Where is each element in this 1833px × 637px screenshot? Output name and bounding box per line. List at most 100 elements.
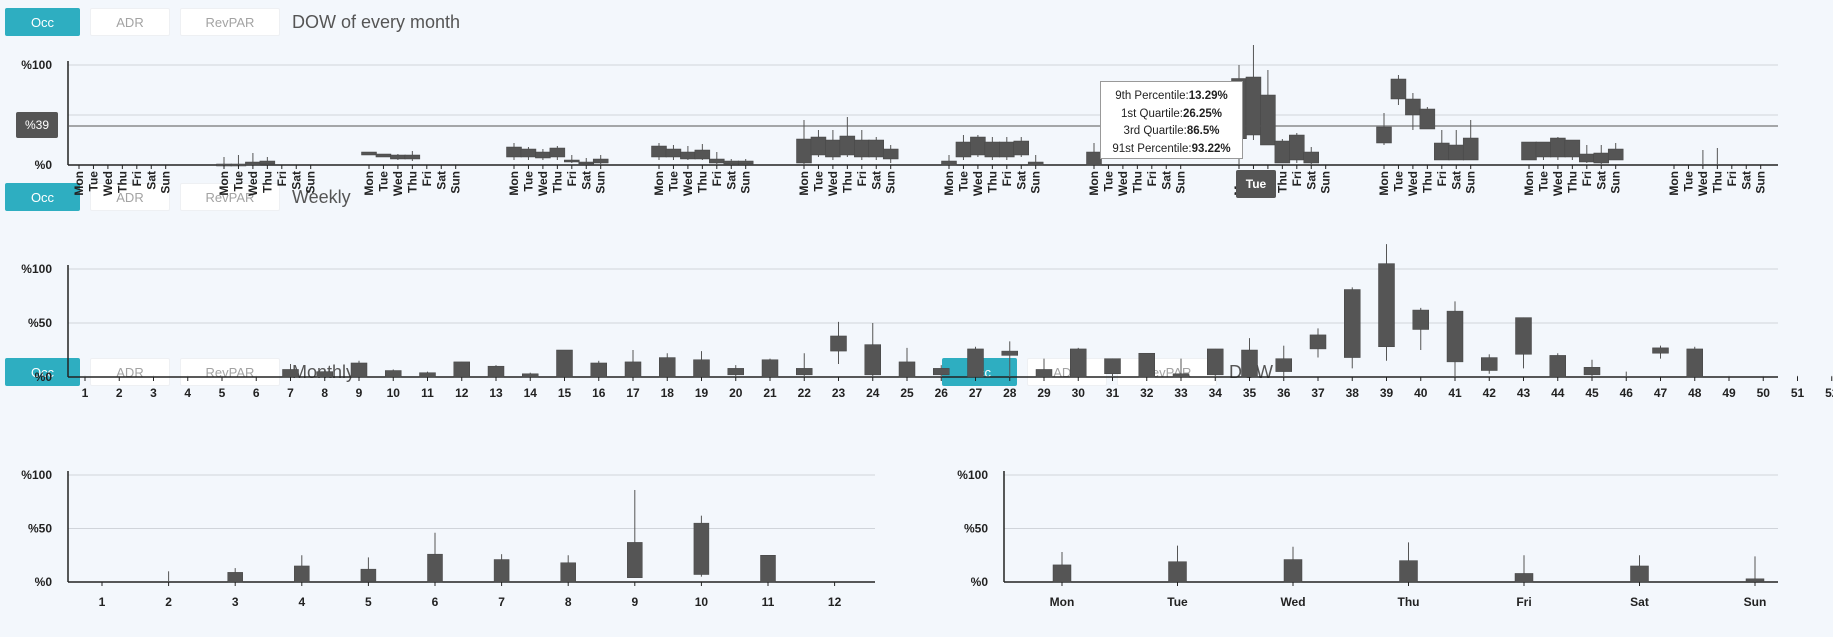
x-tick-label: 10 bbox=[387, 386, 401, 400]
x-tick-label: 45 bbox=[1585, 386, 1599, 400]
x-tick-label: 11 bbox=[421, 386, 434, 400]
candle-box bbox=[245, 161, 261, 166]
tooltip-q3-label: 3rd Quartile: bbox=[1123, 125, 1187, 137]
x-tick-label: Wed bbox=[681, 171, 695, 196]
x-tick-label: Sat bbox=[724, 171, 738, 190]
candle-box bbox=[882, 148, 899, 160]
x-tick-label: Sun bbox=[1754, 171, 1768, 194]
tooltip-p9-label: 9th Percentile: bbox=[1115, 90, 1189, 102]
x-tick-label: Wed bbox=[826, 171, 840, 196]
candle-box bbox=[1283, 559, 1303, 583]
candle-box bbox=[761, 359, 779, 378]
x-tick-label: Wed bbox=[1406, 171, 1420, 196]
candle-box bbox=[854, 139, 870, 158]
candle-box bbox=[316, 371, 333, 378]
x-tick-label: Mon bbox=[217, 171, 231, 196]
candle-box bbox=[1630, 565, 1649, 583]
x-tick-label: Sun bbox=[884, 171, 898, 194]
candle-box bbox=[868, 139, 884, 158]
x-tick-label: 6 bbox=[253, 386, 260, 400]
candle-box bbox=[385, 370, 402, 378]
x-tick-label: Mon bbox=[652, 171, 666, 196]
crosshair-x-label: Tue bbox=[1236, 170, 1276, 198]
candle-box bbox=[1241, 349, 1258, 378]
x-tick-label: Wed bbox=[1696, 171, 1710, 196]
x-tick-label: Mon bbox=[1087, 171, 1101, 196]
x-tick-label: Sun bbox=[304, 171, 318, 194]
x-tick-label: 9 bbox=[356, 386, 363, 400]
tooltip-q3-value: 86.5% bbox=[1186, 125, 1220, 137]
x-tick-label: 6 bbox=[432, 595, 439, 609]
x-tick-label: Wed bbox=[246, 171, 260, 196]
candle-box bbox=[760, 555, 776, 583]
candle-box bbox=[350, 362, 368, 378]
x-tick-label: Fri bbox=[1290, 171, 1304, 186]
revpar-button[interactable]: RevPAR bbox=[180, 8, 280, 36]
x-tick-label: 3 bbox=[232, 595, 239, 609]
y-tick-label: %0 bbox=[35, 158, 53, 172]
x-tick-label: 26 bbox=[935, 386, 949, 400]
x-tick-label: 21 bbox=[763, 386, 777, 400]
candle-box bbox=[970, 136, 986, 156]
adr-button[interactable]: ADR bbox=[90, 183, 170, 211]
candle-box bbox=[590, 362, 607, 378]
x-tick-label: 13 bbox=[489, 386, 503, 400]
x-tick-label: Wed bbox=[1551, 171, 1565, 196]
candle-box bbox=[1579, 153, 1595, 163]
x-tick-label: Thu bbox=[1275, 171, 1289, 193]
x-tick-label: Fri bbox=[1580, 171, 1594, 186]
x-tick-label: Mon bbox=[72, 171, 86, 196]
candle-box bbox=[361, 151, 377, 156]
candle-box bbox=[549, 147, 566, 158]
x-tick-label: Wed bbox=[971, 171, 985, 196]
x-tick-label: Mon bbox=[1050, 595, 1075, 609]
candle-box bbox=[1399, 560, 1418, 583]
x-tick-label: 36 bbox=[1277, 386, 1291, 400]
candle-box bbox=[1001, 350, 1018, 356]
x-tick-label: 39 bbox=[1380, 386, 1394, 400]
occ-button[interactable]: Occ bbox=[5, 183, 80, 211]
x-tick-label: Sun bbox=[1609, 171, 1623, 194]
x-tick-label: 8 bbox=[321, 386, 328, 400]
x-tick-label: 31 bbox=[1106, 386, 1120, 400]
candle-box bbox=[1052, 564, 1072, 583]
tooltip-q1-value: 26.25% bbox=[1182, 107, 1222, 120]
adr-button[interactable]: ADR bbox=[90, 8, 170, 36]
x-tick-label: 7 bbox=[287, 386, 294, 400]
x-tick-label: Sat bbox=[1630, 595, 1649, 609]
x-tick-label: Fri bbox=[1435, 171, 1449, 186]
x-tick-label: 12 bbox=[455, 386, 469, 400]
candle-box bbox=[1745, 578, 1765, 582]
x-tick-label: Wed bbox=[101, 171, 115, 196]
candle-box bbox=[839, 135, 856, 156]
candle-box bbox=[693, 522, 710, 575]
x-tick-label: Fri bbox=[1725, 171, 1739, 186]
occ-button[interactable]: Occ bbox=[5, 8, 80, 36]
crosshair-y-label: %39 bbox=[16, 112, 58, 138]
candle-box bbox=[535, 151, 551, 159]
candle-box bbox=[1168, 561, 1187, 583]
candle-box bbox=[1481, 357, 1498, 371]
x-tick-label: 11 bbox=[762, 595, 775, 609]
candle-box bbox=[453, 361, 470, 378]
x-tick-label: Wed bbox=[391, 171, 405, 196]
x-tick-label: Mon bbox=[797, 171, 811, 196]
revpar-button[interactable]: RevPAR bbox=[180, 358, 280, 386]
x-tick-label: 5 bbox=[365, 595, 372, 609]
adr-button[interactable]: ADR bbox=[90, 358, 170, 386]
revpar-button[interactable]: RevPAR bbox=[180, 183, 280, 211]
x-tick-label: Tue bbox=[1536, 171, 1550, 192]
x-tick-label: Sun bbox=[159, 171, 173, 194]
candle-box bbox=[1448, 144, 1464, 161]
x-tick-label: Tue bbox=[1391, 171, 1405, 192]
x-tick-label: 5 bbox=[219, 386, 226, 400]
x-tick-label: 50 bbox=[1757, 386, 1771, 400]
x-tick-label: Fri bbox=[1145, 171, 1159, 186]
toolbar-weekly: Occ ADR RevPAR Weekly bbox=[5, 183, 351, 211]
x-tick-label: Sun bbox=[1744, 595, 1767, 609]
x-tick-label: 41 bbox=[1448, 386, 1462, 400]
candle-box bbox=[810, 136, 827, 156]
candle-box bbox=[259, 160, 276, 165]
candle-box bbox=[1172, 373, 1190, 378]
candle-box bbox=[556, 349, 573, 378]
